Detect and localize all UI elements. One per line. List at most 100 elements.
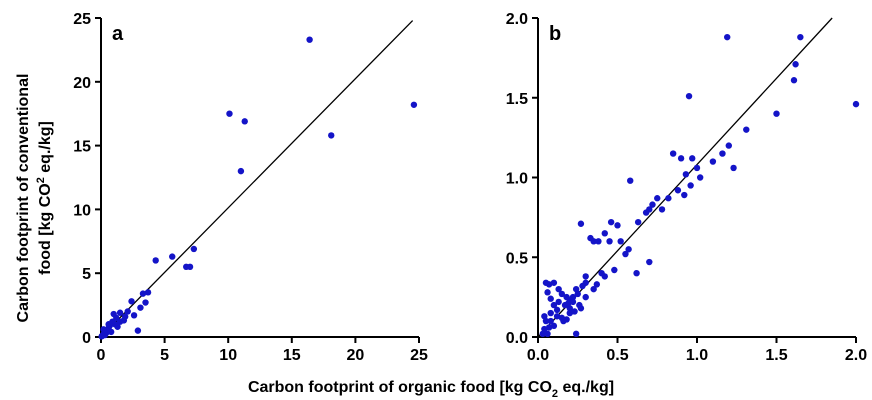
b-data-point [555, 298, 562, 306]
b-data-point [550, 301, 558, 309]
b-data-point [547, 295, 554, 302]
a-data-point [410, 101, 418, 108]
b-data-point [689, 155, 696, 162]
a-data-point [134, 327, 142, 334]
a-data-point [169, 253, 176, 260]
a-data-point [152, 257, 159, 264]
b-data-point [633, 270, 640, 277]
b-data-point [547, 317, 554, 325]
b-data-point [542, 317, 550, 325]
a-data-point [110, 310, 117, 318]
a-data-point [142, 299, 149, 306]
b-data-point [797, 33, 804, 41]
y-axis-title: Carbon footprint of conventional food [k… [15, 74, 54, 323]
b-data-point [665, 195, 672, 202]
b-data-point [687, 182, 694, 189]
a-panel-label: a [112, 23, 124, 45]
a-data-point [137, 304, 144, 311]
b-data-point [547, 309, 554, 317]
a-data-point [139, 290, 147, 297]
a-data-point [100, 326, 107, 333]
b-data-point [544, 289, 551, 296]
a-x-tick-label: 5 [160, 347, 169, 364]
b-x-tick-label: 0.0 [527, 347, 549, 364]
b-y-tick-label: 0.0 [506, 330, 528, 347]
a-data-point [105, 321, 112, 328]
b-x-tick-label: 0.5 [606, 347, 628, 364]
b-data-point [719, 150, 726, 157]
x-axis-title: Carbon footprint of organic food [kg CO2… [248, 379, 614, 400]
b-y-tick-label: 1.0 [506, 171, 528, 188]
a-y-tick-label: 10 [73, 202, 91, 219]
a-data-point [130, 312, 138, 319]
b-data-point [625, 246, 632, 253]
b-data-point [682, 171, 690, 178]
b-data-point [627, 177, 634, 184]
b-data-point [577, 220, 585, 227]
b-data-point [595, 238, 602, 245]
a-data-point [107, 328, 115, 336]
b-data-point [792, 61, 799, 68]
b-data-point [558, 290, 566, 298]
b-data-point [571, 308, 578, 315]
a-data-point [186, 263, 194, 271]
b-data-point [582, 273, 589, 280]
a-data-point [237, 167, 245, 175]
b-data-point [579, 282, 586, 290]
b-data-point [743, 126, 750, 133]
b-data-point [685, 92, 693, 100]
b-data-point [565, 300, 572, 307]
b-data-point [598, 270, 605, 277]
b-data-point [607, 218, 615, 226]
b-data-point [572, 285, 580, 293]
a-x-tick-label: 10 [219, 347, 237, 364]
b-data-point [614, 222, 621, 229]
b-y-tick-label: 0.5 [506, 250, 528, 267]
y-axis-title-line1: Carbon footprint of conventional [15, 74, 32, 323]
b-data-point [730, 164, 737, 172]
a-data-point [120, 317, 128, 324]
a-x-tick-label: 25 [410, 347, 428, 364]
b-data-point [658, 206, 666, 213]
a-data-point [116, 309, 124, 316]
a-data-point [124, 308, 131, 315]
y-axis-title-line2: food [kg CO2 eq./kg] [35, 121, 54, 275]
b-data-point [582, 293, 589, 301]
a-data-point [306, 36, 313, 43]
a-y-tick-label: 25 [73, 11, 91, 28]
b-data-point [563, 293, 570, 301]
b-data-point [852, 100, 860, 108]
b-data-point [553, 306, 561, 314]
b-data-point [593, 281, 601, 288]
b-data-point [560, 317, 567, 325]
b-data-point [646, 258, 653, 266]
b-y-tick-label: 1.5 [506, 91, 528, 108]
b-data-point [790, 77, 798, 84]
a-y-tick-label: 20 [73, 75, 91, 92]
b-data-point [617, 238, 624, 245]
a-data-point [328, 132, 335, 139]
b-data-point [674, 187, 682, 194]
b-data-point [544, 330, 551, 338]
b-data-point [550, 322, 558, 330]
panel-b: 0.0 0.5 1.0 1.5 2.0 0.0 0.5 1.0 1.5 2.0 b [506, 11, 867, 364]
b-data-point [642, 209, 650, 216]
b-data-point [654, 195, 661, 202]
b-data-point [606, 238, 613, 245]
a-data-point [128, 298, 135, 305]
a-reference-line [100, 20, 414, 338]
a-data-point [241, 118, 248, 125]
b-data-point [725, 142, 732, 149]
b-data-point [724, 33, 731, 41]
a-y-tick-label: 5 [82, 266, 91, 283]
a-data-point [114, 323, 121, 330]
a-x-tick-label: 0 [97, 347, 106, 364]
b-x-tick-label: 2.0 [845, 347, 867, 364]
a-y-tick-label: 0 [82, 330, 91, 347]
b-data-point [681, 191, 688, 199]
b-data-point [601, 230, 608, 237]
b-data-point [542, 279, 550, 286]
a-x-tick-label: 15 [283, 347, 301, 364]
b-data-point [590, 285, 597, 293]
